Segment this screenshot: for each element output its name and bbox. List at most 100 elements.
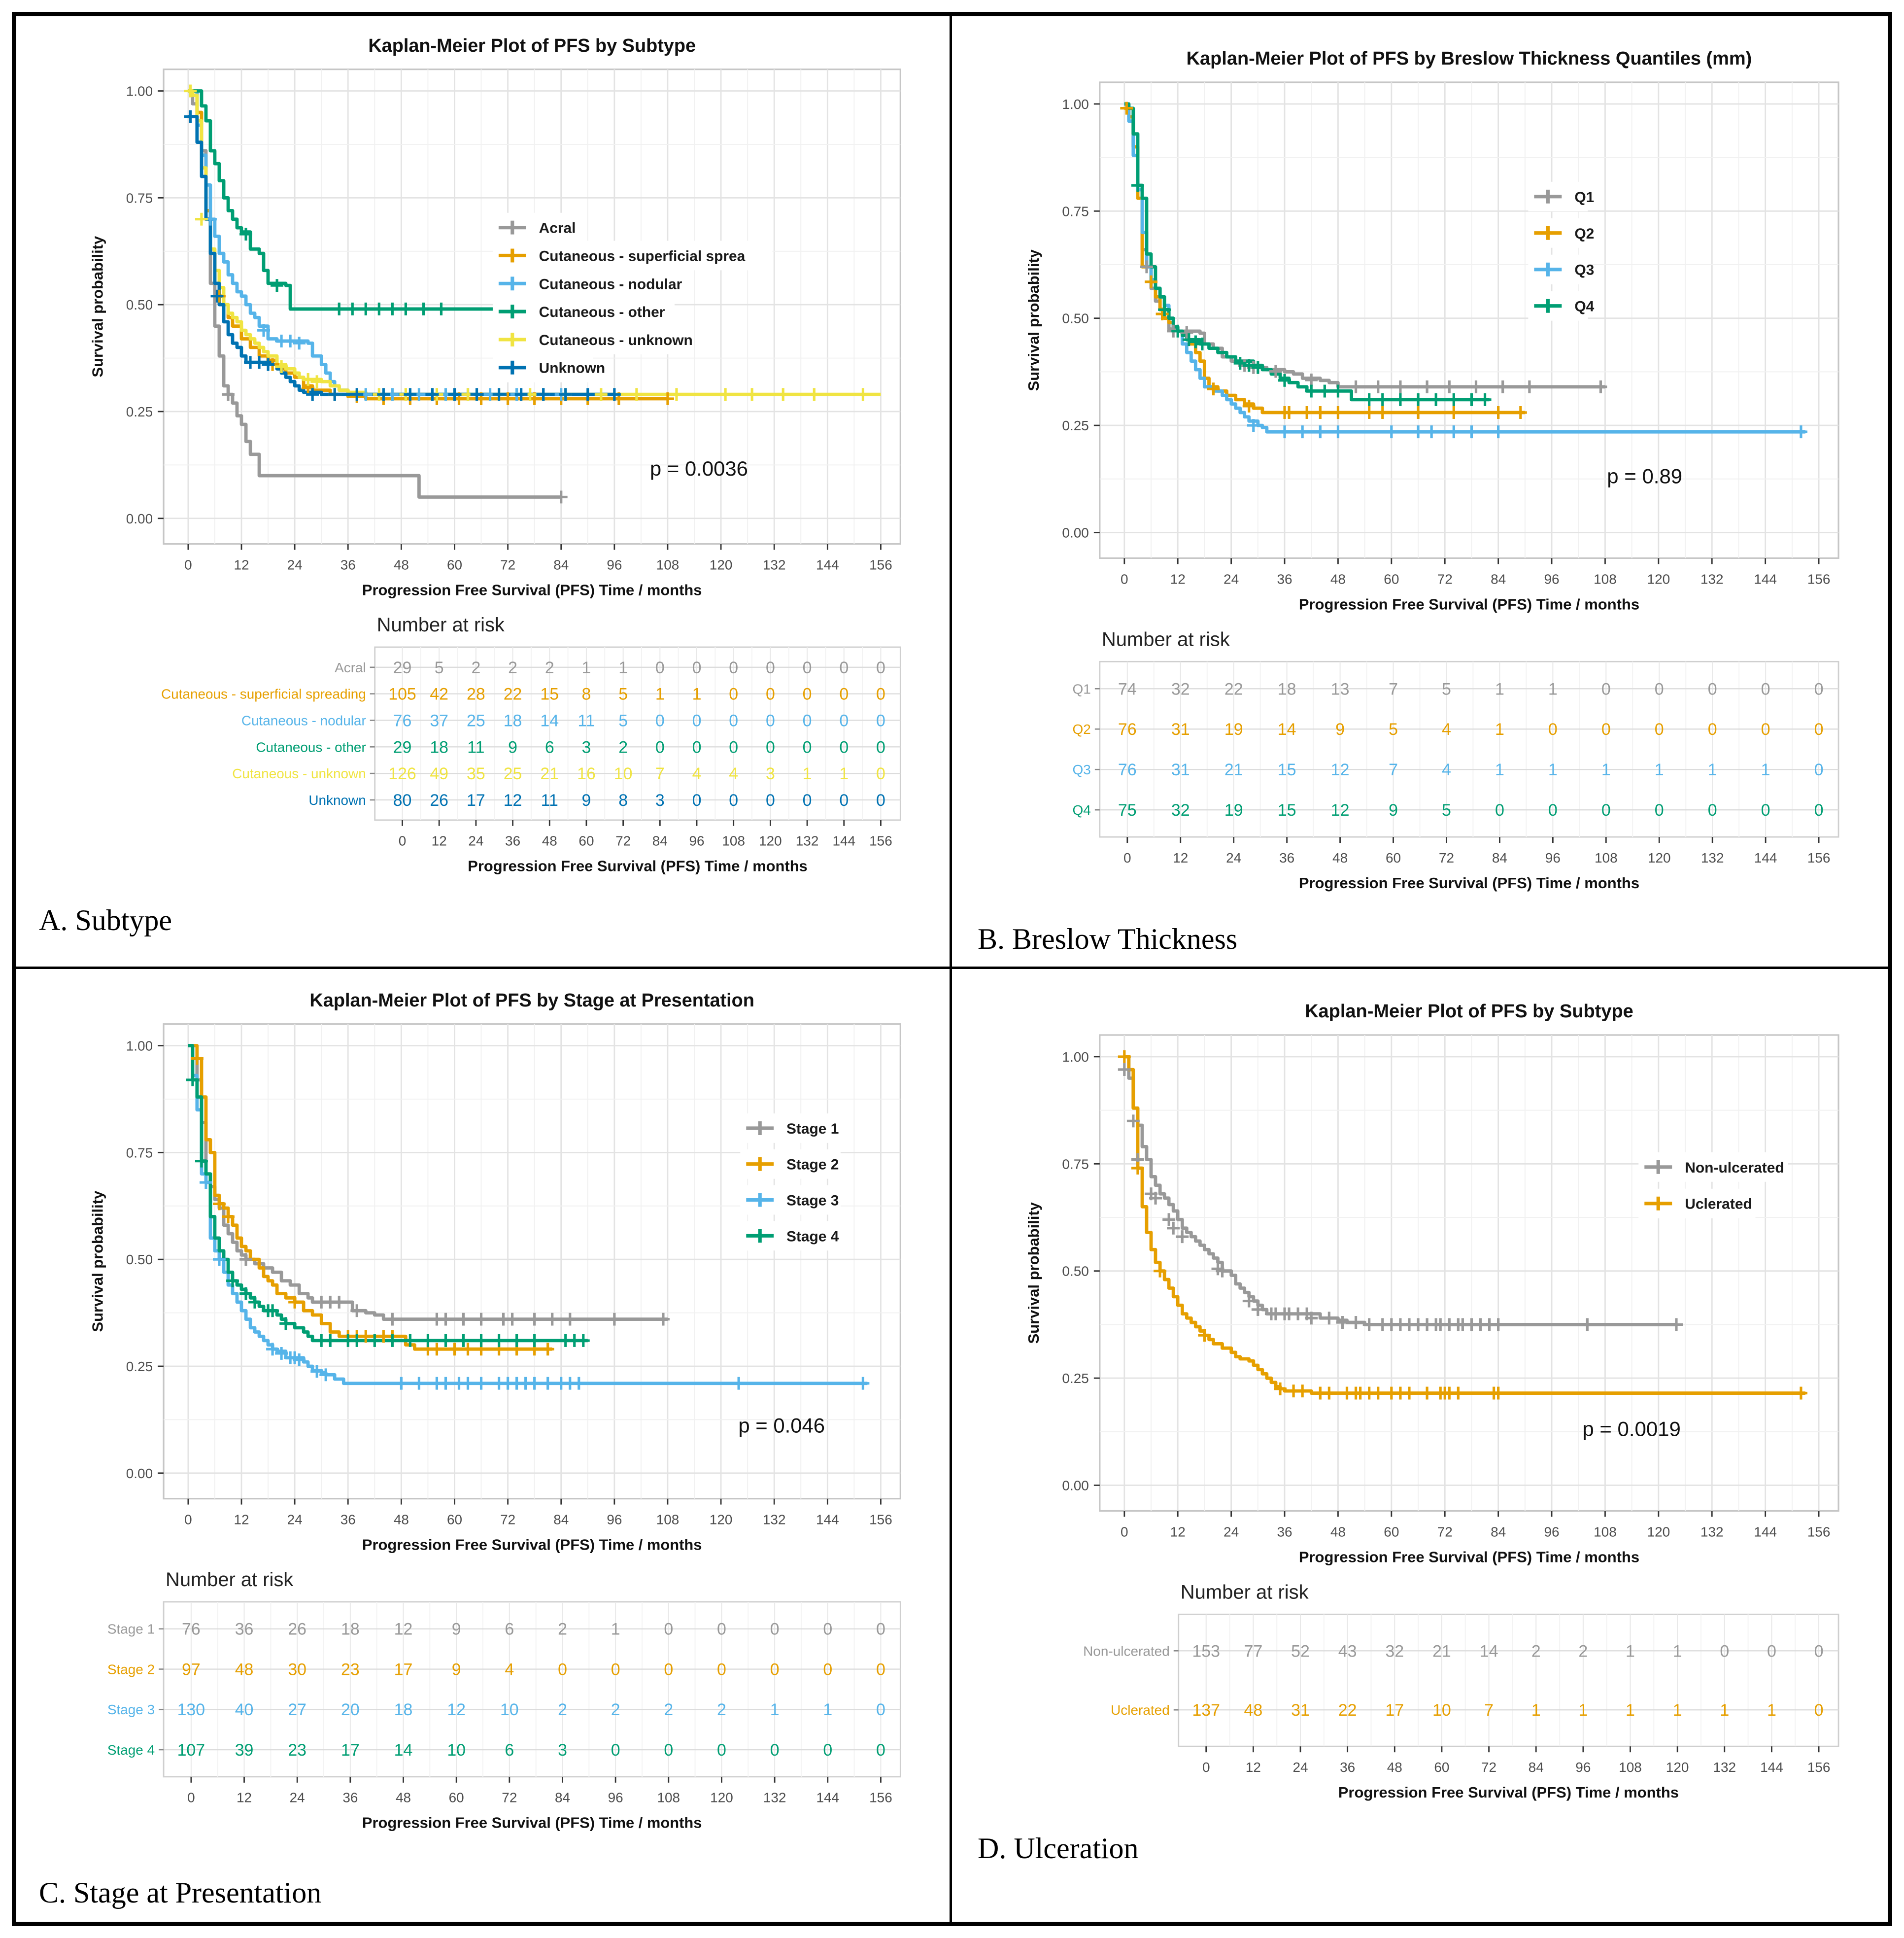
svg-text:p = 0.89: p = 0.89: [1607, 464, 1682, 487]
svg-text:24: 24: [1224, 571, 1239, 587]
svg-text:0: 0: [729, 711, 738, 730]
svg-text:144: 144: [1760, 1760, 1783, 1775]
svg-text:120: 120: [710, 1790, 733, 1805]
svg-text:1: 1: [1673, 1701, 1682, 1720]
svg-text:0: 0: [1123, 850, 1131, 865]
svg-text:105: 105: [388, 685, 416, 704]
svg-text:76: 76: [393, 711, 412, 730]
svg-text:4: 4: [1442, 720, 1451, 739]
svg-text:0: 0: [692, 791, 702, 810]
svg-text:0: 0: [876, 1700, 885, 1719]
svg-text:24: 24: [287, 557, 303, 572]
svg-text:Uclerated: Uclerated: [1111, 1702, 1170, 1718]
svg-text:21: 21: [1224, 761, 1243, 779]
svg-text:48: 48: [1330, 571, 1346, 587]
svg-text:0: 0: [766, 711, 775, 730]
svg-text:36: 36: [505, 833, 520, 849]
svg-text:144: 144: [1754, 571, 1777, 587]
svg-text:Q3: Q3: [1574, 262, 1594, 278]
svg-text:156: 156: [869, 1790, 892, 1805]
svg-text:5: 5: [1389, 720, 1398, 739]
svg-text:132: 132: [1701, 850, 1724, 865]
svg-text:48: 48: [542, 833, 557, 849]
svg-text:Q2: Q2: [1574, 226, 1594, 242]
svg-text:0: 0: [1655, 680, 1664, 698]
svg-text:31: 31: [1291, 1701, 1310, 1720]
svg-text:18: 18: [504, 711, 522, 730]
svg-text:Survival probability: Survival probability: [89, 236, 106, 377]
svg-text:1: 1: [1548, 761, 1558, 779]
svg-text:39: 39: [235, 1741, 254, 1760]
svg-text:96: 96: [1544, 1524, 1559, 1539]
svg-text:0: 0: [1655, 801, 1664, 820]
svg-text:0.25: 0.25: [126, 1359, 153, 1374]
svg-text:9: 9: [452, 1660, 461, 1679]
svg-text:36: 36: [1277, 1524, 1292, 1539]
svg-text:32: 32: [1171, 680, 1190, 698]
svg-text:17: 17: [1385, 1701, 1404, 1720]
svg-text:0: 0: [1548, 801, 1558, 820]
svg-text:Cutaneous - unknown: Cutaneous - unknown: [539, 332, 693, 348]
svg-text:6: 6: [545, 738, 554, 757]
svg-text:1: 1: [1626, 1701, 1635, 1720]
svg-text:22: 22: [504, 685, 522, 704]
svg-text:0.50: 0.50: [1062, 1264, 1088, 1279]
svg-text:12: 12: [1170, 571, 1186, 587]
svg-text:Stage 2: Stage 2: [786, 1157, 839, 1173]
svg-text:Cutaneous - nodular: Cutaneous - nodular: [241, 713, 366, 728]
svg-text:30: 30: [288, 1660, 306, 1679]
svg-text:0: 0: [187, 1790, 195, 1805]
caption-d: D. Ulceration: [978, 1832, 1139, 1865]
svg-text:25: 25: [467, 711, 485, 730]
svg-text:0: 0: [717, 1660, 726, 1679]
svg-text:6: 6: [505, 1741, 514, 1760]
svg-text:0: 0: [803, 711, 812, 730]
svg-text:19: 19: [1224, 720, 1243, 739]
svg-text:130: 130: [177, 1700, 205, 1719]
svg-text:76: 76: [182, 1620, 201, 1639]
svg-text:0: 0: [717, 1620, 726, 1639]
svg-text:1: 1: [1655, 761, 1664, 779]
svg-text:2: 2: [717, 1700, 726, 1719]
caption-b: B. Breslow Thickness: [978, 923, 1238, 955]
svg-text:2: 2: [618, 738, 628, 757]
svg-text:1: 1: [803, 764, 812, 783]
svg-text:0: 0: [876, 1660, 885, 1679]
svg-text:Uclerated: Uclerated: [1685, 1196, 1752, 1212]
svg-text:8: 8: [618, 791, 628, 810]
svg-text:40: 40: [235, 1700, 254, 1719]
svg-text:1: 1: [611, 1620, 620, 1639]
svg-text:1: 1: [1673, 1642, 1682, 1661]
svg-text:120: 120: [1647, 571, 1670, 587]
svg-text:0: 0: [1720, 1642, 1729, 1661]
svg-text:0: 0: [717, 1741, 726, 1760]
svg-text:75: 75: [1118, 801, 1137, 820]
svg-text:0: 0: [823, 1620, 832, 1639]
caption-a: A. Subtype: [39, 904, 172, 936]
svg-text:14: 14: [1480, 1642, 1498, 1661]
svg-text:48: 48: [1387, 1760, 1402, 1775]
svg-text:0: 0: [1814, 801, 1824, 820]
svg-text:20: 20: [341, 1700, 360, 1719]
svg-text:7: 7: [655, 764, 665, 783]
svg-text:107: 107: [177, 1741, 205, 1760]
svg-text:9: 9: [1389, 801, 1398, 820]
svg-text:0: 0: [1708, 680, 1717, 698]
svg-text:Unknown: Unknown: [308, 793, 366, 808]
svg-text:120: 120: [710, 557, 733, 572]
svg-text:156: 156: [869, 833, 892, 849]
svg-text:Non-ulcerated: Non-ulcerated: [1083, 1643, 1170, 1659]
svg-text:0: 0: [770, 1741, 780, 1760]
svg-text:0.25: 0.25: [1062, 418, 1088, 433]
svg-text:0: 0: [1814, 1701, 1824, 1720]
svg-text:Survival probability: Survival probability: [1025, 249, 1042, 391]
svg-text:17: 17: [394, 1660, 413, 1679]
svg-text:108: 108: [1595, 850, 1618, 865]
svg-text:2: 2: [545, 658, 554, 677]
svg-text:12: 12: [234, 1512, 249, 1527]
svg-text:96: 96: [608, 1790, 623, 1805]
svg-text:43: 43: [1338, 1642, 1357, 1661]
svg-text:84: 84: [1491, 1524, 1506, 1539]
svg-text:60: 60: [1384, 1524, 1399, 1539]
